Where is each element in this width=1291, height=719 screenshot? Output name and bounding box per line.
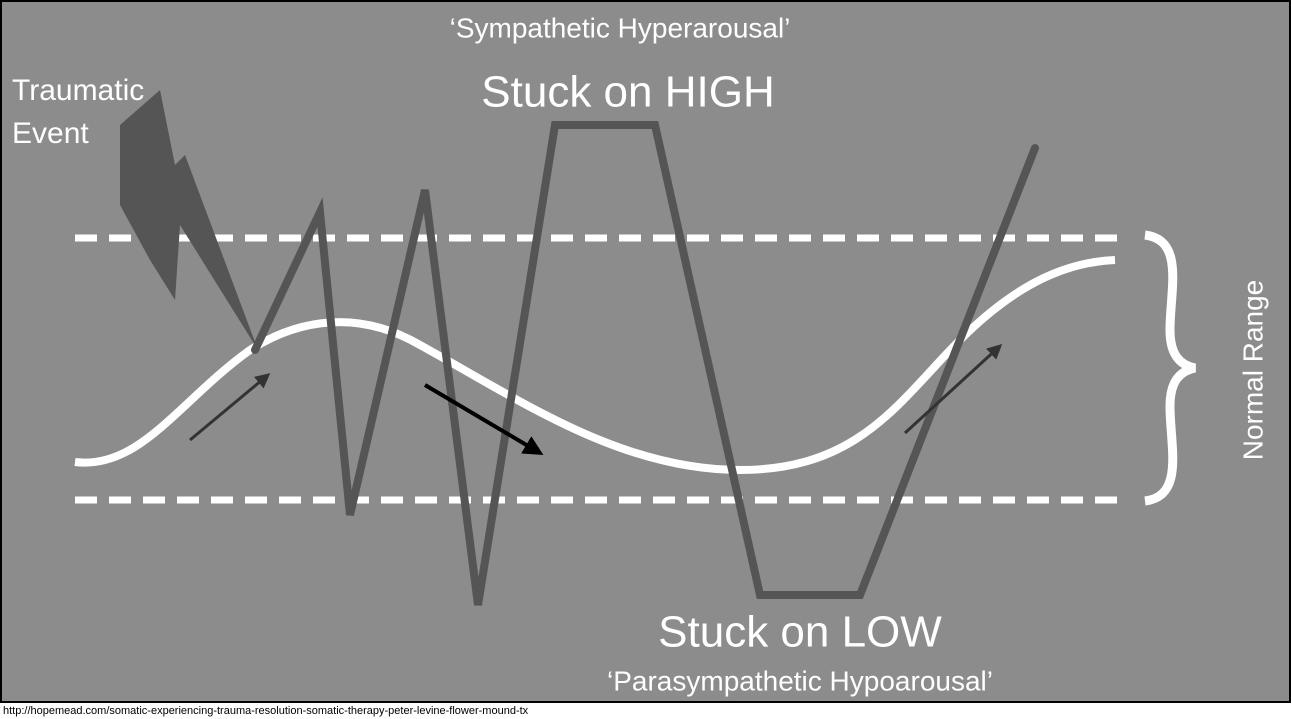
low-label: Stuck on LOW (658, 608, 942, 657)
title: ‘Sympathetic Hyperarousal’ (450, 12, 791, 43)
source: http://hopemead.com/somatic-experiencing… (3, 705, 529, 717)
diagram: ‘Sympathetic Hyperarousal’ Stuck on HIGH… (0, 0, 1291, 719)
high-label: Stuck on HIGH (481, 68, 774, 117)
subtitle: ‘Parasympathetic Hypoarousal’ (607, 665, 993, 696)
range-label: Normal Range (1237, 280, 1268, 461)
event-label: Traumatic (12, 74, 144, 107)
event-label: Event (12, 117, 89, 150)
page: ‘Sympathetic Hyperarousal’ Stuck on HIGH… (0, 0, 1291, 719)
